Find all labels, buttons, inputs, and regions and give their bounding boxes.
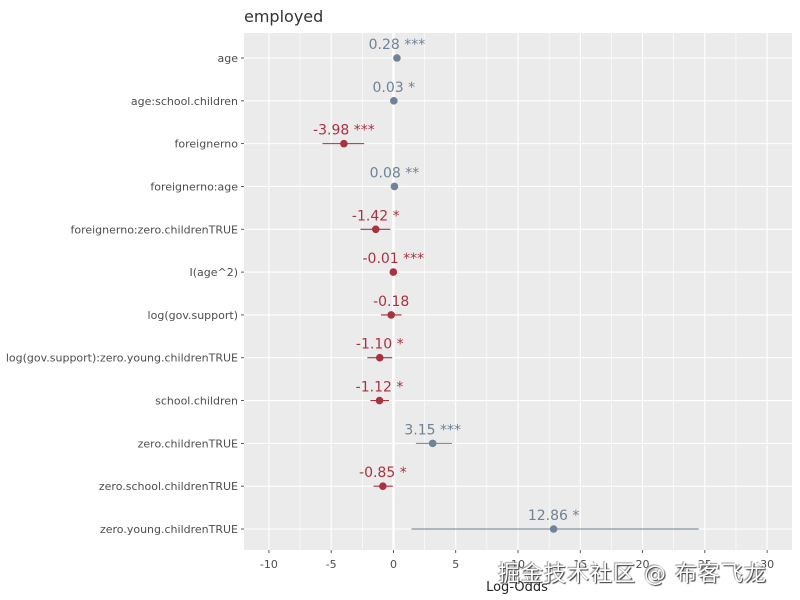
estimate-point [549, 525, 558, 533]
estimate-label: 0.28 *** [369, 37, 426, 53]
estimate-label: -1.12 * [356, 380, 404, 396]
x-axis-label: Log-Odds [486, 580, 548, 595]
estimate-point [390, 182, 399, 191]
gridlines [244, 33, 792, 550]
x-tick-label: 0 [390, 558, 397, 571]
chart-title: employed [244, 7, 323, 26]
y-axis: age age:school.children foreignerno foreign… [6, 52, 244, 536]
y-tick-label: age [218, 52, 239, 65]
y-tick-label: zero.young.childrenTRUE [100, 523, 238, 536]
estimate-point [389, 268, 398, 276]
x-tick-label: 25 [698, 558, 712, 571]
estimate-label: -1.10 * [356, 337, 404, 353]
estimate-label: -0.01 *** [362, 251, 424, 267]
y-tick-label: foreignerno:zero.childrenTRUE [70, 223, 238, 236]
y-tick-label: zero.childrenTRUE [138, 437, 238, 450]
y-tick-label: log(gov.support):zero.young.childrenTRUE [6, 352, 238, 365]
x-tick-label: -5 [326, 558, 337, 571]
x-tick-label: 15 [573, 558, 587, 571]
y-tick-label: age:school.children [131, 95, 238, 108]
x-axis: -10 -5 0 5 10 15 20 25 30 [260, 550, 774, 571]
estimate-point [393, 54, 401, 62]
estimate-label: -0.18 [373, 294, 409, 310]
estimate-point [375, 396, 384, 405]
estimate-point [340, 139, 348, 148]
estimate-point [379, 482, 387, 490]
estimate-label: -0.85 * [359, 465, 407, 481]
estimate-label: -1.42 * [352, 208, 400, 224]
y-tick-label: foreignerno:age [150, 180, 238, 193]
estimate-point [428, 439, 437, 448]
y-tick-label: school.children [155, 395, 238, 408]
y-tick-label: log(gov.support) [148, 309, 238, 322]
estimate-point [390, 97, 398, 105]
coefficient-marks: 0.28 *** 0.03 * -3.98 *** 0.08 ** -1.42 * -0.… [313, 37, 699, 533]
estimate-point [387, 311, 396, 319]
estimate-label: 3.15 *** [404, 422, 461, 438]
estimate-point [371, 225, 380, 234]
estimate-point [375, 353, 384, 362]
estimate-label: 0.08 ** [370, 165, 420, 181]
x-tick-label: 30 [760, 558, 774, 571]
watermark: 掘金技术社区 @ 布客飞龙 [498, 562, 767, 587]
x-tick-label: 5 [452, 558, 459, 571]
x-tick-label: -10 [260, 558, 278, 571]
y-tick-label: I(age^2) [189, 266, 238, 279]
y-tick-label: zero.school.childrenTRUE [99, 480, 238, 493]
y-tick-label: foreignerno [175, 138, 239, 151]
estimate-label: 12.86 * [528, 508, 580, 524]
estimate-label: -3.98 *** [313, 123, 375, 139]
x-tick-label: 20 [636, 558, 650, 571]
x-tick-label: 10 [511, 558, 525, 571]
estimate-label: 0.03 * [373, 80, 416, 96]
